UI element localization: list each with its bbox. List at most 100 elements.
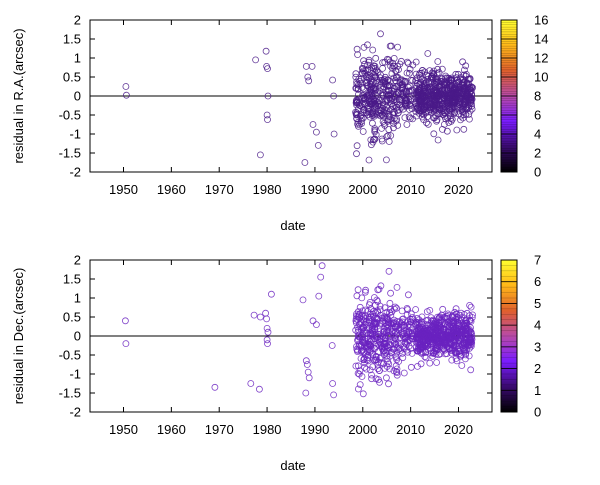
data-point bbox=[364, 357, 372, 365]
data-point bbox=[354, 362, 362, 370]
data-point bbox=[353, 109, 361, 117]
data-point bbox=[262, 309, 270, 317]
data-point bbox=[451, 109, 458, 116]
data-point bbox=[461, 86, 469, 94]
data-point bbox=[358, 341, 366, 349]
data-point bbox=[384, 358, 392, 366]
colorbar-tick-label: 2 bbox=[534, 146, 541, 161]
data-point bbox=[379, 95, 386, 103]
data-point bbox=[412, 92, 420, 99]
y-tick-label: -0.5 bbox=[59, 348, 81, 363]
data-point bbox=[406, 65, 414, 73]
data-point bbox=[395, 96, 403, 104]
data-point bbox=[376, 109, 384, 117]
data-point bbox=[396, 60, 404, 68]
data-point bbox=[384, 328, 392, 336]
data-point bbox=[374, 365, 382, 373]
data-point bbox=[430, 101, 438, 109]
data-point bbox=[457, 116, 464, 124]
data-point bbox=[448, 115, 456, 123]
data-point bbox=[399, 92, 407, 100]
data-point bbox=[432, 344, 440, 352]
data-point bbox=[371, 126, 379, 134]
data-point bbox=[367, 330, 375, 338]
y-tick-label: 0 bbox=[74, 329, 81, 344]
data-point bbox=[364, 41, 371, 49]
data-point bbox=[433, 359, 441, 366]
data-point bbox=[386, 299, 394, 307]
data-point bbox=[354, 308, 362, 316]
colorbar-tick-label: 6 bbox=[534, 108, 541, 123]
data-point bbox=[312, 128, 320, 136]
colorbar-tick-label: 7 bbox=[534, 253, 541, 268]
data-point bbox=[378, 135, 386, 143]
data-point bbox=[303, 361, 311, 368]
data-point bbox=[368, 119, 376, 127]
data-point bbox=[412, 58, 420, 66]
data-point bbox=[365, 156, 373, 164]
data-point bbox=[440, 334, 448, 342]
data-point bbox=[454, 328, 461, 336]
data-point bbox=[399, 83, 407, 90]
x-tick-label: 2010 bbox=[396, 422, 425, 437]
data-point bbox=[379, 65, 387, 72]
data-point bbox=[385, 267, 393, 275]
data-point bbox=[388, 65, 396, 72]
data-point bbox=[401, 330, 408, 338]
data-point bbox=[443, 102, 451, 110]
data-point bbox=[439, 318, 446, 326]
y-tick-label: -2 bbox=[69, 165, 81, 180]
colorbar-tick-label: 2 bbox=[534, 361, 541, 376]
data-point bbox=[372, 103, 380, 110]
data-point bbox=[463, 336, 471, 343]
data-point bbox=[357, 348, 365, 355]
data-point bbox=[392, 91, 400, 98]
data-point bbox=[462, 338, 470, 346]
data-point bbox=[370, 85, 378, 92]
data-point bbox=[439, 305, 447, 313]
data-point bbox=[353, 45, 361, 53]
data-point bbox=[406, 323, 414, 331]
data-point bbox=[305, 374, 313, 382]
data-point bbox=[369, 99, 377, 106]
data-point bbox=[393, 369, 401, 377]
data-point bbox=[255, 385, 263, 393]
data-point bbox=[439, 107, 447, 115]
data-point bbox=[367, 96, 375, 104]
data-point bbox=[424, 345, 432, 353]
data-point bbox=[396, 333, 404, 341]
data-point bbox=[263, 324, 271, 332]
data-point bbox=[383, 342, 391, 350]
data-point bbox=[448, 349, 456, 357]
data-point bbox=[374, 298, 382, 305]
data-point bbox=[395, 106, 403, 114]
x-tick-label: 1960 bbox=[157, 182, 186, 197]
data-point bbox=[362, 365, 370, 373]
data-point bbox=[391, 92, 398, 100]
data-point bbox=[355, 75, 363, 83]
data-point bbox=[392, 320, 400, 328]
data-point bbox=[441, 339, 449, 347]
data-point bbox=[381, 121, 389, 129]
data-point bbox=[403, 311, 411, 319]
data-point bbox=[390, 74, 398, 82]
data-point bbox=[430, 324, 438, 332]
data-point bbox=[362, 67, 370, 75]
data-point bbox=[453, 126, 461, 134]
data-point bbox=[437, 78, 445, 86]
data-point bbox=[466, 107, 474, 115]
data-point bbox=[432, 112, 440, 120]
data-point bbox=[460, 66, 468, 74]
data-point bbox=[358, 83, 366, 91]
data-point bbox=[359, 313, 367, 321]
data-point bbox=[441, 91, 449, 99]
data-point bbox=[256, 151, 264, 159]
data-point bbox=[455, 347, 463, 355]
data-point bbox=[429, 350, 437, 357]
data-point bbox=[398, 84, 406, 92]
data-point bbox=[367, 101, 375, 108]
data-point bbox=[376, 378, 383, 386]
data-point bbox=[461, 100, 469, 108]
